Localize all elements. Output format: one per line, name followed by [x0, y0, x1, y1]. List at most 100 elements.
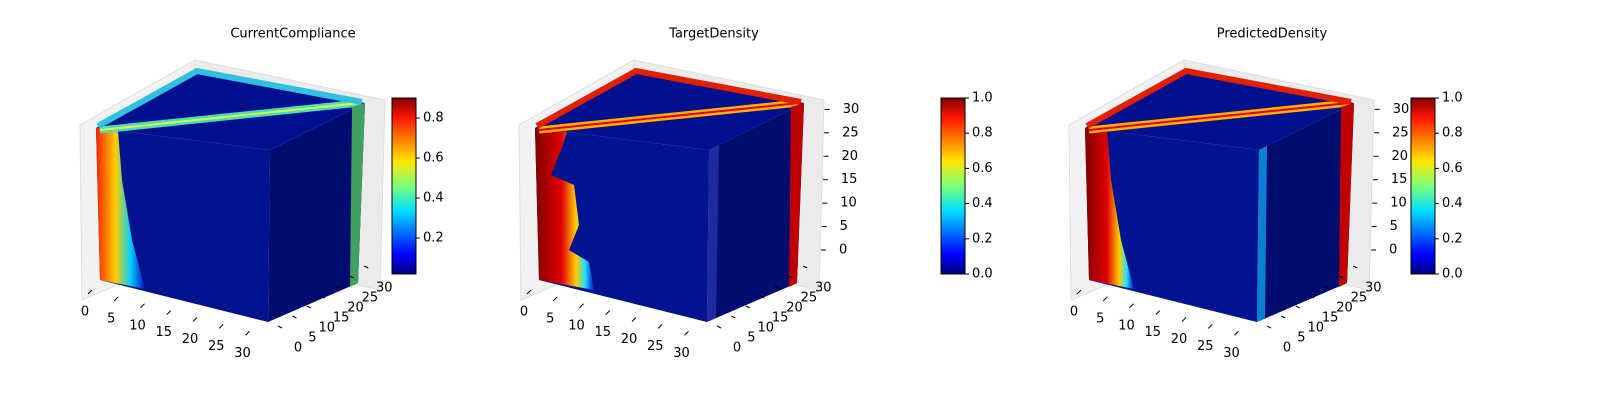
x-tick	[245, 330, 250, 336]
y-tick	[1281, 315, 1286, 319]
hot-edge	[707, 145, 719, 322]
x-tick-label: 0	[1070, 305, 1078, 320]
colorbar-tick-label: 0.2	[1442, 231, 1463, 246]
hot-region	[1085, 128, 1134, 289]
colorbar-tick-label: 0.4	[1442, 196, 1463, 211]
x-tick-label: 5	[1096, 311, 1104, 326]
chart-title: CurrentCompliance	[230, 27, 355, 42]
z-tick-label: 20	[1392, 149, 1409, 164]
colorbar-tick-label: 1.0	[1442, 91, 1463, 106]
x-tick	[684, 330, 689, 336]
colorbar-tick-label: 0.0	[1442, 267, 1463, 282]
x-tick	[631, 317, 637, 322]
colorbar-tick-label: 0.2	[972, 231, 993, 246]
cube-right	[707, 103, 804, 322]
x-tick-label: 25	[647, 339, 664, 354]
x-tick-label: 5	[107, 311, 115, 326]
y-tick	[1266, 325, 1272, 329]
x-tick	[526, 289, 532, 295]
colorbar-tick-label: 0.6	[423, 151, 444, 166]
y-tick-label: 0	[733, 341, 741, 356]
x-tick-label: 10	[568, 318, 585, 333]
hot-edge	[1339, 103, 1354, 287]
x-tick	[1181, 317, 1187, 322]
y-tick-label: 25	[801, 291, 818, 306]
y-tick	[292, 315, 297, 319]
x-tick	[87, 289, 93, 295]
x-tick-label: 25	[208, 339, 225, 354]
x-tick-label: 0	[520, 305, 528, 320]
x-tick	[1102, 296, 1108, 302]
y-tick-label: 5	[308, 331, 316, 346]
z-tick-label: 10	[840, 196, 857, 211]
y-tick	[1309, 295, 1315, 299]
y-tick-label: 30	[815, 281, 832, 296]
x-tick	[192, 317, 198, 322]
x-tick	[579, 303, 584, 309]
x-tick-label: 10	[1118, 318, 1135, 333]
z-tick-label: 30	[1393, 102, 1410, 117]
colorbar-tick-label: 1.0	[972, 91, 993, 106]
y-tick	[716, 325, 722, 329]
y-tick	[788, 275, 794, 279]
x-tick-label: 15	[594, 325, 611, 340]
y-tick	[803, 265, 808, 269]
x-tick	[1234, 330, 1239, 336]
z-tick-label: 20	[842, 149, 859, 164]
colorbar-tick-label: 0.6	[972, 161, 993, 176]
z-tick-label: 25	[842, 125, 859, 140]
x-tick	[1076, 289, 1082, 295]
x-tick-label: 20	[182, 332, 199, 347]
x-tick-label: 20	[1171, 332, 1188, 347]
colorbar-tick-label: 0.8	[1442, 126, 1463, 141]
x-tick-label: 25	[1197, 339, 1214, 354]
cube-right	[268, 103, 365, 322]
y-tick-label: 0	[1283, 341, 1291, 356]
y-tick	[1353, 265, 1358, 269]
x-tick	[140, 303, 145, 309]
x-tick-label: 20	[621, 332, 638, 347]
hot-stripe	[538, 102, 800, 131]
hot-region	[96, 128, 145, 289]
x-tick-label: 0	[81, 305, 89, 320]
y-tick-label: 15	[1322, 311, 1339, 326]
z-tick-label: 25	[1392, 125, 1409, 140]
chart-title: TargetDensity	[668, 27, 759, 42]
cube-right	[1257, 103, 1354, 322]
y-tick	[731, 315, 736, 319]
x-tick	[552, 296, 558, 302]
x-tick	[657, 324, 663, 329]
z-tick-label: 10	[1390, 196, 1407, 211]
y-tick	[745, 305, 750, 309]
y-tick	[364, 265, 369, 269]
hot-edge	[350, 103, 365, 287]
y-tick	[277, 325, 283, 329]
y-tick-label: 0	[294, 341, 302, 356]
colorbar-tick-label: 0.4	[972, 196, 993, 211]
colorbar	[940, 97, 966, 275]
hot-edge	[789, 103, 804, 287]
hot-stripe	[96, 67, 363, 129]
y-tick	[759, 295, 765, 299]
y-tick	[1295, 305, 1300, 309]
x-tick	[218, 324, 224, 329]
colorbar-tick-label: 0.6	[1442, 161, 1463, 176]
y-tick-label: 20	[347, 301, 364, 316]
y-tick-label: 20	[1336, 301, 1353, 316]
y-tick	[1338, 275, 1344, 279]
z-tick-label: 15	[1391, 172, 1408, 187]
hot-stripe	[99, 102, 361, 131]
z-tick-label: 15	[841, 172, 858, 187]
y-tick	[320, 295, 326, 299]
colorbar-tick-label: 0.2	[423, 231, 444, 246]
hot-stripe	[535, 67, 802, 129]
colorbar-tick-label: 0.8	[972, 126, 993, 141]
z-tick-label: 5	[1390, 219, 1398, 234]
x-tick-label: 5	[546, 311, 554, 326]
hot-stripe	[1085, 67, 1352, 129]
x-tick-label: 30	[673, 346, 690, 361]
x-tick	[113, 296, 119, 302]
y-tick-label: 5	[747, 331, 755, 346]
y-tick-label: 30	[1365, 281, 1382, 296]
